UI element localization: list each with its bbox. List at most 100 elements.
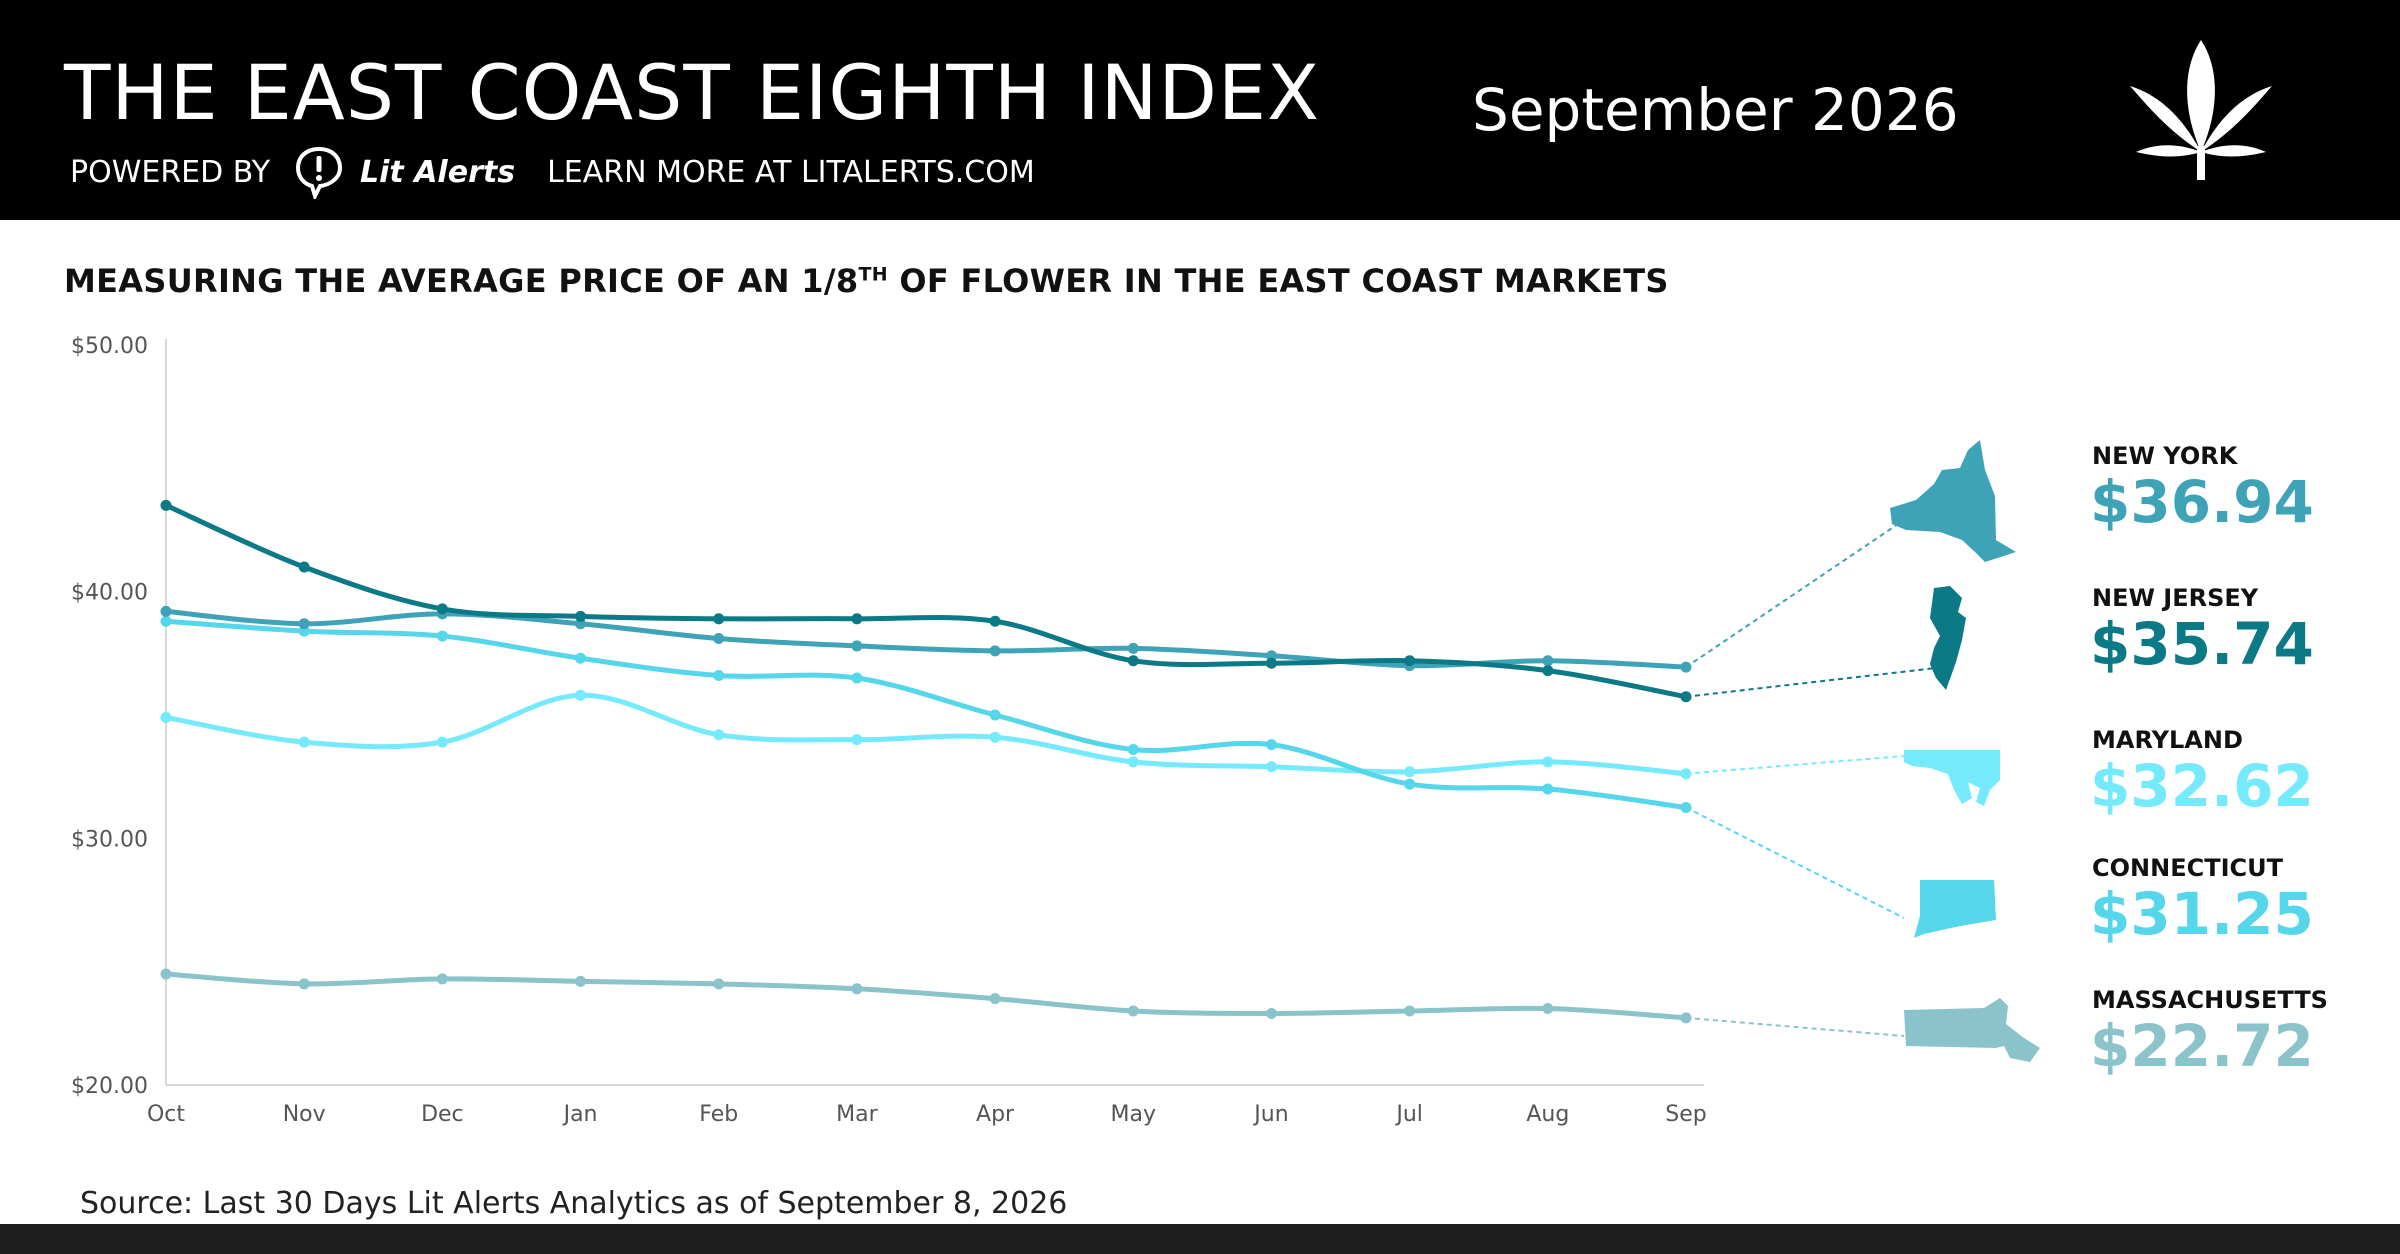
label-maryland-name: MARYLAND bbox=[2092, 726, 2243, 754]
data-point bbox=[989, 709, 1001, 721]
y-tick-label: $40.00 bbox=[71, 581, 148, 606]
header-banner: THE EAST COAST EIGHTH INDEX POWERED BY L… bbox=[0, 0, 2400, 220]
source-note: Source: Last 30 Days Lit Alerts Analytic… bbox=[80, 1186, 1068, 1221]
label-new-jersey-price: $35.74 bbox=[2090, 610, 2314, 678]
data-point bbox=[851, 672, 863, 684]
data-point bbox=[851, 640, 863, 652]
label-massachusetts-name: MASSACHUSETTS bbox=[2092, 986, 2328, 1014]
x-tick-label: Jul bbox=[1394, 1102, 1423, 1127]
subtitle-prefix: MEASURING THE AVERAGE PRICE OF AN 1/8 bbox=[64, 262, 859, 300]
powered-by-label: POWERED BY bbox=[70, 154, 271, 190]
data-point bbox=[713, 729, 725, 741]
data-point bbox=[1127, 642, 1139, 654]
label-new-jersey-name: NEW JERSEY bbox=[2092, 584, 2259, 612]
leader-line bbox=[1685, 1016, 1905, 1037]
data-point bbox=[160, 968, 172, 980]
x-tick-label: Feb bbox=[699, 1102, 738, 1127]
data-point bbox=[1265, 657, 1277, 669]
data-point bbox=[989, 993, 1001, 1005]
data-point bbox=[1404, 766, 1416, 778]
data-point bbox=[436, 736, 448, 748]
subtitle-suffix: OF FLOWER IN THE EAST COAST MARKETS bbox=[887, 262, 1669, 300]
maryland-shape-icon bbox=[1904, 750, 2000, 806]
data-point bbox=[1127, 744, 1139, 756]
series-line bbox=[165, 971, 1687, 1021]
powered-by-row: POWERED BY Lit Alerts LEARN MORE AT LITA… bbox=[70, 145, 1035, 202]
label-connecticut-price: $31.25 bbox=[2090, 880, 2314, 948]
data-point bbox=[713, 633, 725, 645]
y-tick-label: $50.00 bbox=[71, 334, 148, 359]
massachusetts-shape-icon bbox=[1904, 998, 2040, 1062]
data-point bbox=[436, 973, 448, 985]
new-jersey-shape-icon bbox=[1930, 586, 1966, 690]
data-point bbox=[1542, 665, 1554, 677]
data-point bbox=[1404, 1005, 1416, 1017]
x-tick-label: Aug bbox=[1526, 1102, 1569, 1127]
data-point bbox=[989, 615, 1001, 627]
data-point bbox=[1127, 756, 1139, 768]
data-point bbox=[298, 978, 310, 990]
report-period: September 2026 bbox=[1472, 76, 1959, 144]
data-point bbox=[160, 605, 172, 617]
x-tick-label: Jan bbox=[562, 1102, 598, 1127]
x-tick-label: Dec bbox=[421, 1102, 464, 1127]
data-point bbox=[575, 975, 587, 987]
series-line bbox=[165, 608, 1687, 670]
footer-bar bbox=[0, 1224, 2400, 1254]
data-point bbox=[1404, 778, 1416, 790]
x-tick-label: Apr bbox=[976, 1102, 1015, 1127]
data-point bbox=[1265, 761, 1277, 773]
data-point bbox=[436, 630, 448, 642]
data-point bbox=[298, 561, 310, 573]
x-tick-label: May bbox=[1111, 1102, 1156, 1127]
label-new-york-price: $36.94 bbox=[2090, 468, 2314, 536]
data-point bbox=[851, 613, 863, 625]
leader-line bbox=[1685, 806, 1905, 919]
series-line bbox=[165, 618, 1687, 810]
label-new-york-name: NEW YORK bbox=[2092, 442, 2238, 470]
data-point bbox=[989, 731, 1001, 743]
y-tick-label: $30.00 bbox=[71, 827, 148, 852]
x-tick-label: Sep bbox=[1665, 1102, 1706, 1127]
data-point bbox=[989, 645, 1001, 657]
page-title: THE EAST COAST EIGHTH INDEX bbox=[64, 48, 1321, 137]
data-point bbox=[1542, 756, 1554, 768]
data-point bbox=[713, 670, 725, 682]
data-point bbox=[575, 610, 587, 622]
leader-line bbox=[1685, 667, 1937, 698]
cannabis-leaf-icon bbox=[2126, 34, 2276, 184]
brand-name: Lit Alerts bbox=[360, 154, 516, 190]
data-point bbox=[1127, 1005, 1139, 1017]
data-point bbox=[436, 603, 448, 615]
data-point bbox=[1127, 655, 1139, 667]
x-tick-label: Nov bbox=[283, 1102, 326, 1127]
data-point bbox=[1542, 655, 1554, 667]
subtitle-superscript: TH bbox=[858, 263, 888, 286]
new-york-shape-icon bbox=[1890, 440, 2016, 562]
label-massachusetts-price: $22.72 bbox=[2090, 1012, 2314, 1080]
x-tick-label: Jun bbox=[1252, 1102, 1288, 1127]
label-maryland-price: $32.62 bbox=[2090, 752, 2314, 820]
data-point bbox=[160, 499, 172, 511]
x-tick-label: Oct bbox=[147, 1102, 185, 1127]
data-point bbox=[1265, 739, 1277, 751]
series-line bbox=[164, 503, 1687, 700]
data-point bbox=[1404, 655, 1416, 667]
exclamation-bubble-icon bbox=[292, 145, 346, 202]
data-point bbox=[851, 734, 863, 746]
connecticut-shape-icon bbox=[1914, 880, 1996, 938]
data-point bbox=[160, 615, 172, 627]
learn-more-link[interactable]: LEARN MORE AT LITALERTS.COM bbox=[547, 154, 1035, 190]
label-connecticut-name: CONNECTICUT bbox=[2092, 854, 2283, 882]
data-point bbox=[298, 736, 310, 748]
data-point bbox=[160, 711, 172, 723]
data-point bbox=[298, 618, 310, 630]
data-point bbox=[575, 652, 587, 664]
data-point bbox=[1265, 1007, 1277, 1019]
data-point bbox=[575, 689, 587, 701]
y-tick-label: $20.00 bbox=[71, 1074, 148, 1099]
data-point bbox=[713, 978, 725, 990]
data-point bbox=[1542, 783, 1554, 795]
data-point bbox=[851, 983, 863, 995]
